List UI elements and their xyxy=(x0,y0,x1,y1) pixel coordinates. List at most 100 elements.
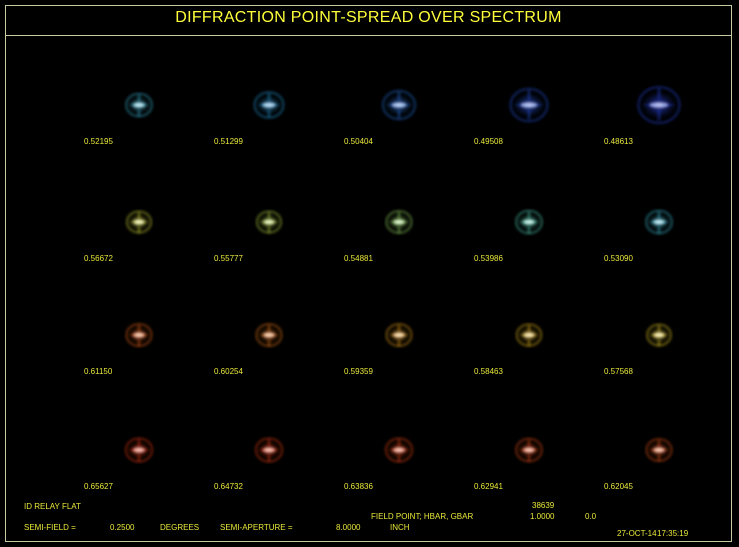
psf-outer-ring xyxy=(253,91,285,119)
psf-spike xyxy=(527,211,531,218)
psf-spot-image xyxy=(384,437,414,463)
psf-spike xyxy=(137,340,141,347)
wavelength-label: 0.55777 xyxy=(214,254,243,263)
psf-cell: 0.65627 xyxy=(84,410,194,505)
semi-field-label: SEMI-FIELD = xyxy=(24,523,76,532)
psf-cell: 0.52195 xyxy=(84,65,194,160)
psf-core xyxy=(653,219,665,225)
psf-cell: 0.57568 xyxy=(604,295,714,390)
psf-spot-image xyxy=(644,209,674,235)
psf-cell: 0.64732 xyxy=(214,410,324,505)
wavelength-label: 0.52195 xyxy=(84,137,113,146)
psf-spike xyxy=(267,340,271,347)
semi-aperture-value: 8.0000 xyxy=(336,523,361,532)
semi-field-value: 0.2500 xyxy=(110,523,135,532)
psf-spike xyxy=(267,110,271,118)
psf-spike xyxy=(397,455,401,462)
psf-cell: 0.53986 xyxy=(474,182,584,277)
psf-spike xyxy=(657,88,661,99)
psf-spot-image xyxy=(514,209,544,235)
psf-spike xyxy=(657,455,661,462)
psf-core xyxy=(393,447,405,453)
psf-spike xyxy=(397,340,401,347)
psf-spike xyxy=(657,211,661,218)
field-point-id: 38639 xyxy=(532,501,555,510)
psf-core xyxy=(653,332,665,338)
psf-spike xyxy=(657,340,661,346)
psf-spot-image xyxy=(124,92,154,118)
psf-spike xyxy=(397,439,401,446)
psf-spot-image xyxy=(125,322,153,348)
psf-spike xyxy=(267,324,271,332)
psf-outer-ring xyxy=(381,89,417,121)
page-title: DIFFRACTION POINT-SPREAD OVER SPECTRUM xyxy=(175,9,562,26)
wavelength-label: 0.59359 xyxy=(344,367,373,376)
plot-frame xyxy=(5,5,732,542)
psf-spot-image xyxy=(385,209,413,235)
psf-spot-image xyxy=(515,323,543,347)
semi-aperture-unit: INCH xyxy=(390,523,410,532)
psf-spot-image xyxy=(509,87,549,123)
psf-core xyxy=(263,332,275,338)
psf-core xyxy=(392,102,406,108)
time-stamp: 17:35:19 xyxy=(657,529,689,538)
psf-spike xyxy=(527,439,531,446)
wavelength-label: 0.63836 xyxy=(344,482,373,491)
psf-spike xyxy=(527,110,531,120)
psf-core xyxy=(523,332,535,338)
psf-core xyxy=(650,102,668,108)
psf-spot-image xyxy=(645,323,673,347)
psf-cell: 0.58463 xyxy=(474,295,584,390)
psf-cell: 0.51299 xyxy=(214,65,324,160)
psf-spot-image xyxy=(514,437,544,463)
title-bar: DIFFRACTION POINT-SPREAD OVER SPECTRUM xyxy=(5,5,732,36)
wavelength-label: 0.58463 xyxy=(474,367,503,376)
psf-core xyxy=(133,447,145,453)
psf-spike xyxy=(267,455,271,462)
psf-spot-image xyxy=(253,91,285,119)
psf-core xyxy=(133,102,145,108)
wavelength-label: 0.54881 xyxy=(344,254,373,263)
psf-spike xyxy=(397,92,401,100)
psf-spike xyxy=(657,325,661,332)
psf-cell: 0.48613 xyxy=(604,65,714,160)
psf-spike xyxy=(267,439,271,446)
wavelength-label: 0.53090 xyxy=(604,254,633,263)
psf-spike xyxy=(527,325,531,332)
wavelength-label: 0.51299 xyxy=(214,137,243,146)
gbar-value: 0.0 xyxy=(585,512,597,521)
psf-spike xyxy=(267,212,271,219)
psf-spot-image xyxy=(385,322,413,348)
psf-core xyxy=(393,219,405,225)
psf-spike xyxy=(137,227,141,233)
psf-spike xyxy=(657,227,661,234)
date-stamp: 27-OCT-14 xyxy=(617,529,657,538)
wavelength-label: 0.64732 xyxy=(214,482,243,491)
psf-core xyxy=(653,447,665,453)
semi-field-unit: DEGREES xyxy=(160,523,200,532)
psf-cell: 0.50404 xyxy=(344,65,454,160)
psf-spot-image xyxy=(125,210,153,234)
psf-spike xyxy=(137,455,141,462)
hbar-value: 1.0000 xyxy=(530,512,555,521)
psf-spike xyxy=(527,90,531,100)
wavelength-label: 0.56672 xyxy=(84,254,113,263)
wavelength-label: 0.50404 xyxy=(344,137,373,146)
psf-cell: 0.55777 xyxy=(214,182,324,277)
psf-cell: 0.49508 xyxy=(474,65,584,160)
psf-spot-image xyxy=(381,89,417,121)
psf-cell: 0.62045 xyxy=(604,410,714,505)
psf-core xyxy=(263,447,275,453)
psf-outer-ring xyxy=(509,87,549,123)
psf-spike xyxy=(397,227,401,234)
wavelength-label: 0.62941 xyxy=(474,482,503,491)
field-point-label: FIELD POINT; HBAR, GBAR xyxy=(371,512,474,521)
psf-core xyxy=(523,447,535,453)
psf-cell: 0.60254 xyxy=(214,295,324,390)
psf-core xyxy=(263,219,275,225)
psf-spot-image xyxy=(255,210,283,234)
psf-cell: 0.59359 xyxy=(344,295,454,390)
psf-cell: 0.56672 xyxy=(84,182,194,277)
wavelength-label: 0.48613 xyxy=(604,137,633,146)
